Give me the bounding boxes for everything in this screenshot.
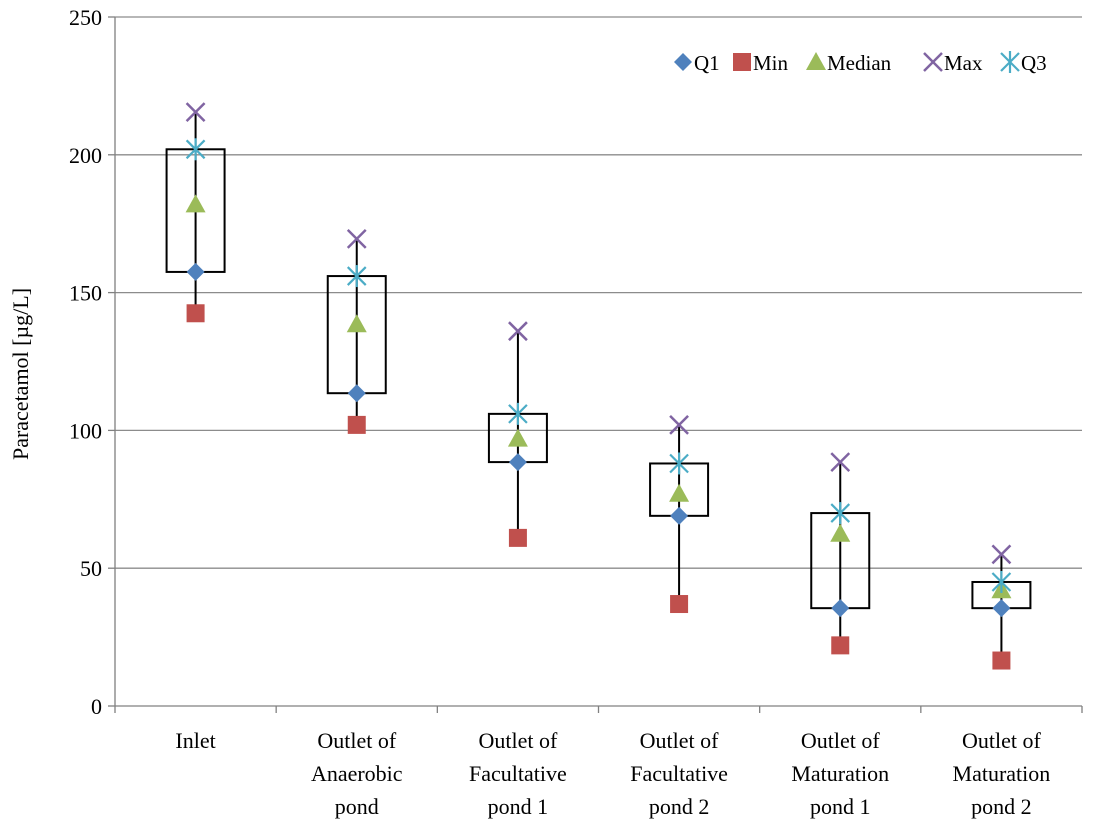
data-point-max — [669, 415, 689, 435]
y-axis-title: Paracetamol [µg/L] — [8, 288, 33, 460]
data-point-max — [185, 102, 206, 122]
legend-item-max: Max — [923, 51, 983, 75]
category-label-line: pond — [335, 794, 379, 819]
boxes — [165, 112, 1032, 661]
data-point-max — [830, 452, 851, 472]
data-point-min — [508, 528, 527, 547]
data-point-median — [830, 523, 851, 542]
legend-label: Median — [827, 51, 892, 75]
category-label: Outlet of Anaerobic pond — [311, 728, 403, 819]
legend-label: Q3 — [1021, 51, 1047, 75]
x-stroke — [185, 102, 206, 122]
legend-label: Q1 — [694, 51, 720, 75]
category-label: Outlet of Maturation pond 1 — [791, 728, 889, 819]
x-stroke — [830, 452, 851, 472]
data-point-min — [670, 595, 689, 614]
legend-marker-icon — [1000, 51, 1020, 73]
data-point-q1 — [670, 506, 689, 525]
data-point-q1 — [508, 453, 527, 472]
data-point-q1 — [992, 599, 1011, 618]
legend-item-min: Min — [733, 51, 789, 75]
data-point-q1 — [347, 384, 366, 403]
x-stroke — [923, 52, 943, 72]
legend-marker-icon — [733, 53, 751, 71]
category-label-line: pond 2 — [649, 794, 710, 819]
data-point-min — [831, 636, 850, 655]
category-label-line: Outlet of — [317, 728, 396, 753]
legend-label: Min — [753, 51, 789, 75]
category-label-line: Outlet of — [640, 728, 719, 753]
category-labels: Inlet Outlet of Anaerobic pond Outlet of Facu… — [175, 728, 1050, 819]
x-stroke — [669, 415, 689, 435]
data-point-median — [185, 194, 206, 213]
category-label: Outlet of Facultative pond 2 — [630, 728, 728, 819]
data-point-q3 — [508, 402, 528, 425]
category-label-line: Outlet of — [479, 728, 558, 753]
data-point-q3 — [669, 452, 689, 475]
data-point-max — [991, 544, 1012, 565]
category-label: Outlet of Facultative pond 1 — [469, 728, 567, 819]
data-point-min — [347, 415, 366, 434]
data-point-q1 — [831, 599, 850, 618]
category-label-line: Inlet — [175, 728, 215, 753]
category-label-line: Outlet of — [801, 728, 880, 753]
legend-marker-icon — [923, 52, 943, 72]
data-point-median — [669, 483, 690, 502]
x-stroke — [508, 321, 528, 342]
category-label-line: pond 1 — [810, 794, 871, 819]
data-point-min — [186, 304, 205, 323]
legend-marker-icon — [806, 52, 826, 70]
data-point-q3 — [185, 138, 206, 161]
data-point-q3 — [830, 502, 851, 525]
legend-label: Max — [944, 51, 983, 75]
data-point-median — [346, 314, 367, 333]
legend-item-q1: Q1 — [674, 51, 720, 75]
category-label: Inlet — [175, 728, 215, 753]
category-label: Outlet of Maturation pond 2 — [953, 728, 1051, 819]
data-point-q3 — [991, 570, 1012, 593]
category-label-line: pond 2 — [971, 794, 1032, 819]
y-tick-label: 0 — [91, 694, 102, 719]
category-label-line: Maturation — [791, 761, 889, 786]
x-stroke — [346, 228, 367, 249]
y-tick-label: 100 — [69, 418, 102, 443]
category-label-line: Maturation — [953, 761, 1051, 786]
y-tick-label: 250 — [69, 5, 102, 30]
category-label-line: Anaerobic — [311, 761, 403, 786]
data-point-max — [346, 228, 367, 249]
legend-item-q3: Q3 — [1000, 51, 1047, 75]
y-tick-label: 50 — [80, 556, 102, 581]
category-label-line: pond 1 — [488, 794, 549, 819]
legend: Q1 Min Median Max Q3 — [674, 51, 1047, 75]
category-label-line: Facultative — [469, 761, 567, 786]
x-stroke — [991, 544, 1012, 565]
y-tick-label: 200 — [69, 143, 102, 168]
category-label-line: Outlet of — [962, 728, 1041, 753]
category-label-line: Facultative — [630, 761, 728, 786]
data-point-min — [992, 651, 1011, 670]
legend-marker-icon — [674, 53, 692, 71]
data-point-median — [507, 428, 528, 447]
axes: 0 50 100 150 200 250 — [69, 5, 1083, 719]
markers — [185, 102, 1012, 670]
gridlines — [115, 16, 1082, 569]
data-point-q1 — [186, 262, 205, 281]
data-point-q3 — [346, 265, 367, 288]
legend-item-median: Median — [806, 51, 892, 75]
y-tick-label: 150 — [69, 281, 102, 306]
data-point-max — [508, 321, 528, 342]
